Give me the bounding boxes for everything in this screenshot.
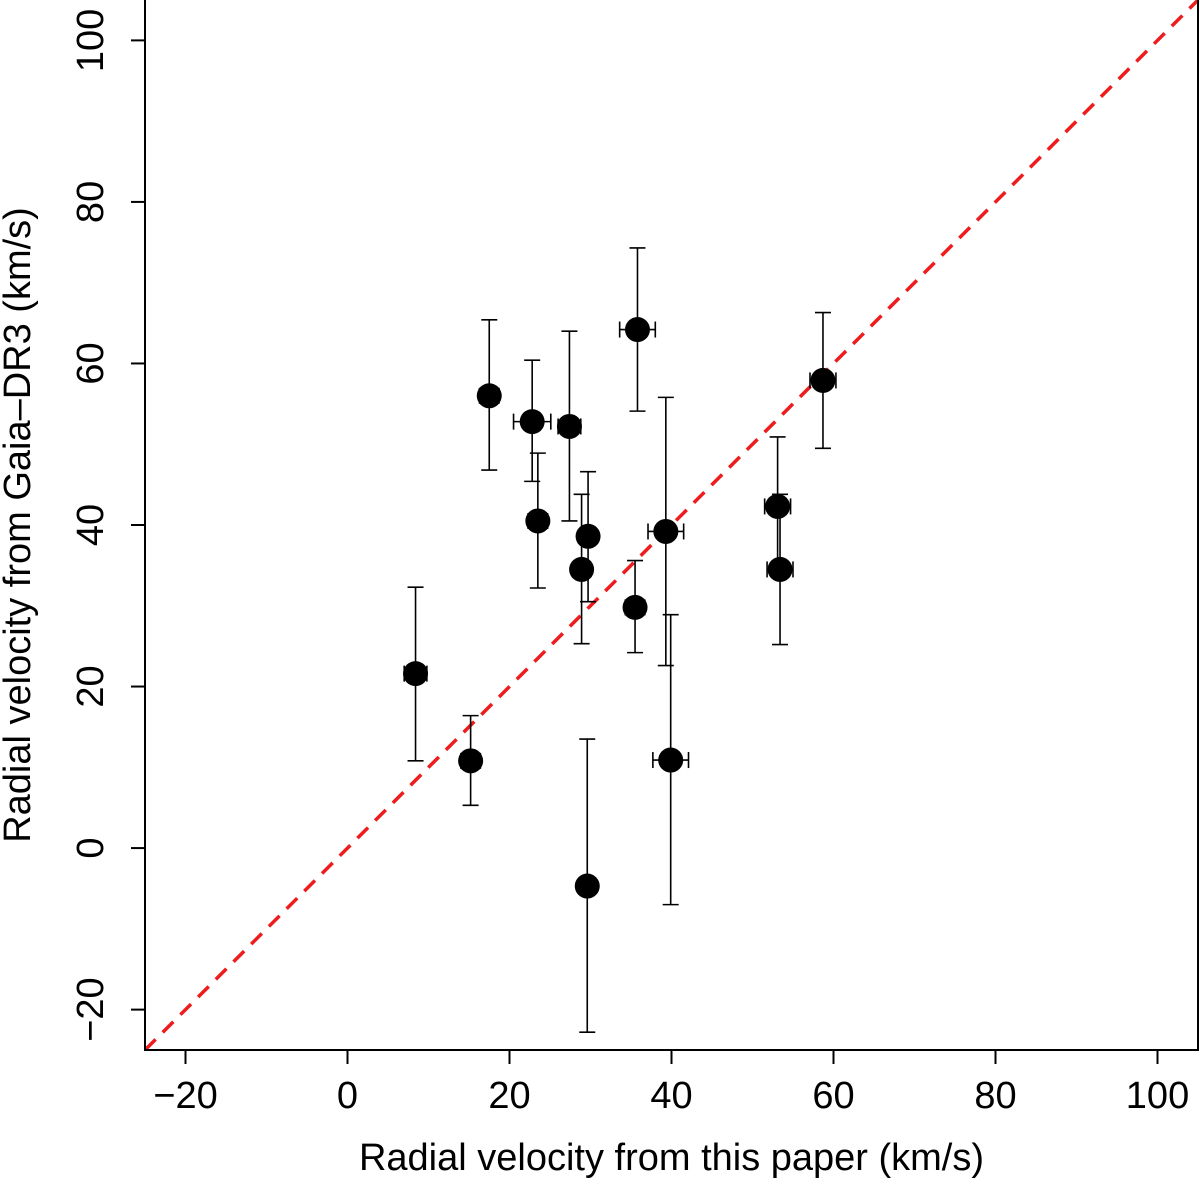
y-tick-label: −20 [70,977,112,1041]
data-point [624,317,650,343]
y-tick-label: 40 [70,504,112,546]
x-tick-label: 0 [337,1075,358,1117]
y-tick-label: 100 [70,9,112,72]
data-point [658,747,684,773]
y-tick-label: 80 [70,181,112,223]
x-tick-label: 80 [974,1075,1016,1117]
data-point [556,413,582,439]
data-point [767,556,793,582]
data-point [476,383,502,409]
x-tick-label: 60 [812,1075,854,1117]
y-axis-title: Radial velocity from Gaia–DR3 (km/s) [0,207,39,843]
reference-line-layer [143,0,1200,1052]
data-point [765,493,791,519]
data-point [569,556,595,582]
data-point [575,523,601,549]
x-tick-label: 40 [650,1075,692,1117]
y-axis: −20 0 20 40 60 80 100 [70,9,145,1042]
y-tick-label: 0 [70,838,112,859]
reference-line [143,0,1200,1052]
x-tick-label: 100 [1126,1075,1189,1117]
data-point [622,594,648,620]
x-tick-label: 20 [488,1075,530,1117]
data-point [458,748,484,774]
x-axis: −20 0 20 40 60 80 100 [153,1050,1189,1117]
data-point [525,508,551,534]
data-point [519,409,545,435]
y-tick-label: 60 [70,342,112,384]
x-axis-title: Radial velocity from this paper (km/s) [359,1137,984,1179]
data-point [574,873,600,899]
data-point [403,661,429,687]
data-point [810,367,836,393]
data-point-layer [403,317,836,899]
x-tick-label: −20 [153,1075,217,1117]
data-point [653,518,679,544]
y-tick-label: 20 [70,665,112,707]
